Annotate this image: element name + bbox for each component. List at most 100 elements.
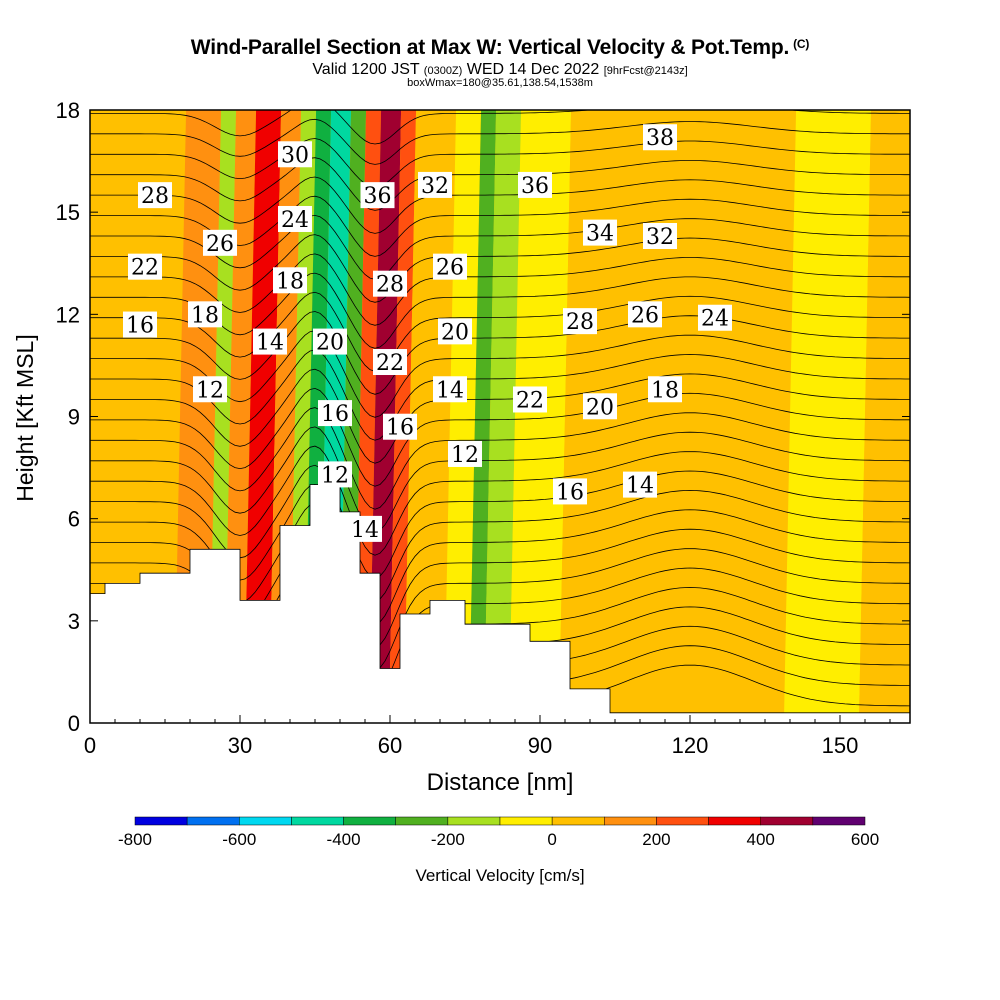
svg-text:12: 12 — [196, 378, 224, 403]
contour-labels: 28 22 16 26 18 12 30 24 18 14 20 16 12 14 36 32 28 22 16 26… — [123, 124, 732, 543]
contour-label: 28 — [373, 270, 407, 298]
contour-label: 14 — [253, 328, 287, 356]
contour-label: 14 — [433, 376, 467, 403]
svg-text:16: 16 — [556, 480, 584, 505]
contour-label: 18 — [273, 267, 307, 294]
contour-label: 14 — [348, 515, 382, 543]
colorbar-swatch — [395, 816, 449, 826]
velocity-band — [268, 110, 302, 723]
contour-label: 24 — [278, 205, 312, 233]
contour-label: 12 — [318, 461, 352, 488]
svg-text:14: 14 — [256, 331, 284, 356]
svg-text:22: 22 — [131, 256, 159, 281]
svg-text:18: 18 — [276, 269, 304, 294]
isentrope-line — [90, 407, 910, 510]
contour-label: 14 — [623, 471, 657, 499]
contour-label: 12 — [448, 440, 482, 468]
colorbar-tick-label: -200 — [431, 830, 465, 849]
velocity-band — [508, 110, 572, 723]
colorbar-swatch — [708, 816, 761, 826]
contour-label: 38 — [643, 124, 677, 151]
svg-text:20: 20 — [316, 331, 344, 356]
contour-label: 22 — [513, 386, 547, 413]
contour-label: 22 — [373, 349, 407, 376]
colorbar-swatch — [343, 816, 396, 826]
y-tick-label: 6 — [68, 507, 80, 532]
svg-text:30: 30 — [281, 143, 309, 168]
svg-text:36: 36 — [521, 174, 549, 199]
colorbar-swatch — [760, 816, 814, 826]
contour-label: 26 — [203, 229, 237, 257]
contour-label: 30 — [278, 141, 312, 168]
svg-text:20: 20 — [441, 320, 469, 345]
svg-text:14: 14 — [351, 518, 379, 543]
forecast-info: [9hrFcst@2143z] — [603, 65, 688, 77]
svg-text:16: 16 — [126, 314, 154, 339]
svg-text:24: 24 — [281, 208, 309, 233]
contour-label: 24 — [698, 304, 732, 332]
colorbar-swatch — [656, 816, 709, 826]
chart-title: Wind-Parallel Section at Max W: Vertical… — [0, 36, 1000, 60]
colorbar-swatch — [134, 816, 188, 826]
velocity-band — [468, 110, 497, 723]
svg-text:22: 22 — [376, 351, 404, 376]
x-tick-label: 30 — [228, 733, 252, 758]
y-tick-label: 3 — [68, 609, 80, 634]
contour-label: 20 — [438, 318, 472, 345]
velocity-band — [483, 110, 522, 723]
y-axis-label: Height [Kft MSL] — [12, 334, 38, 501]
colorbar-tick-label: 0 — [547, 830, 556, 849]
contour-label: 16 — [318, 400, 352, 427]
box-info: boxWmax=180@35.61,138.54,1538m — [407, 77, 593, 89]
x-tick-label: 150 — [822, 733, 859, 758]
isentrope-line — [90, 445, 910, 556]
y-tick-label: 0 — [68, 711, 80, 736]
contour-label: 20 — [313, 328, 347, 356]
svg-text:22: 22 — [516, 388, 544, 413]
colorbar-swatch — [291, 816, 344, 826]
isentrope-line — [90, 272, 910, 349]
velocity-band — [90, 110, 187, 723]
svg-text:28: 28 — [376, 273, 404, 298]
isentrope-line — [90, 311, 910, 395]
svg-text:24: 24 — [701, 307, 729, 332]
svg-text:18: 18 — [191, 303, 219, 328]
y-tick-label: 12 — [56, 302, 80, 327]
colorbar-label: Vertical Velocity [cm/s] — [415, 866, 584, 885]
x-axis-label: Distance [nm] — [427, 769, 574, 796]
isentrope-line — [90, 138, 910, 188]
colorbar: -800 -600 -400 -200 0 200 400 600 — [118, 816, 879, 849]
isentrope-line — [90, 176, 910, 234]
colorbar-swatch — [551, 816, 605, 826]
isentrope-line — [90, 291, 910, 372]
contour-label: 20 — [583, 393, 617, 420]
y-tick-label: 18 — [56, 98, 80, 123]
isentrope-line — [90, 368, 910, 464]
colorbar-tick-label: -800 — [118, 830, 152, 849]
x-tick-label: 90 — [528, 733, 552, 758]
contour-label: 32 — [643, 223, 677, 250]
x-tick-label: 60 — [378, 733, 402, 758]
contour-label: 26 — [628, 301, 662, 328]
valid-date: WED 14 Dec 2022 — [466, 61, 600, 78]
colorbar-swatch — [499, 816, 553, 826]
contour-label: 28 — [563, 308, 597, 335]
isentrope-line — [90, 387, 910, 487]
valid-utc: (0300Z) — [423, 65, 463, 77]
contour-label: 32 — [418, 171, 452, 199]
colorbar-tick-label: 600 — [851, 830, 879, 849]
terrain — [90, 484, 910, 723]
svg-text:16: 16 — [321, 402, 349, 427]
svg-text:26: 26 — [631, 303, 659, 328]
velocity-band — [353, 110, 382, 723]
isentrope-line — [90, 214, 910, 280]
contour-label: 36 — [518, 171, 552, 199]
velocity-band — [858, 110, 910, 723]
copyright-mark: (C) — [793, 37, 810, 51]
colorbar-swatch — [812, 816, 866, 826]
contour-label: 34 — [583, 219, 617, 247]
contour-label: 22 — [128, 253, 162, 281]
svg-text:32: 32 — [646, 225, 674, 250]
